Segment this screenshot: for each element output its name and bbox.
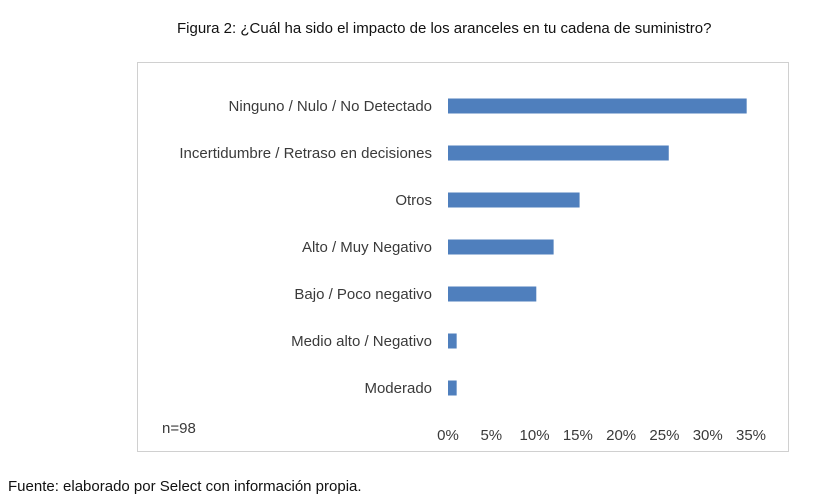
x-tick-label: 20% [606,427,636,444]
bar [448,239,554,255]
category-label: Alto / Muy Negativo [302,239,432,256]
bar [448,98,747,114]
sample-size-annotation: n=98 [162,420,196,437]
category-label: Medio alto / Negativo [291,333,432,350]
category-label: Incertidumbre / Retraso en decisiones [179,145,432,162]
figure-caption: Figura 2: ¿Cuál ha sido el impacto de lo… [177,20,712,37]
x-tick-label: 10% [520,427,550,444]
category-label: Bajo / Poco negativo [294,286,432,303]
category-label: Otros [395,192,432,209]
category-label: Ninguno / Nulo / No Detectado [229,98,432,115]
source-note: Fuente: elaborado por Select con informa… [8,478,362,495]
bar [448,145,669,161]
chart-frame: Ninguno / Nulo / No Detectado Incertidumb… [137,62,789,452]
x-tick-label: 30% [693,427,723,444]
bar [448,333,457,349]
x-tick-label: 15% [563,427,593,444]
x-tick-label: 0% [437,427,459,444]
bar [448,286,537,302]
x-tick-label: 5% [480,427,502,444]
category-label: Moderado [364,380,432,397]
bar-chart: Ninguno / Nulo / No Detectado Incertidumb… [162,98,766,444]
bar [448,380,457,396]
bar [448,192,580,208]
x-tick-label: 35% [736,427,766,444]
x-tick-label: 25% [649,427,679,444]
